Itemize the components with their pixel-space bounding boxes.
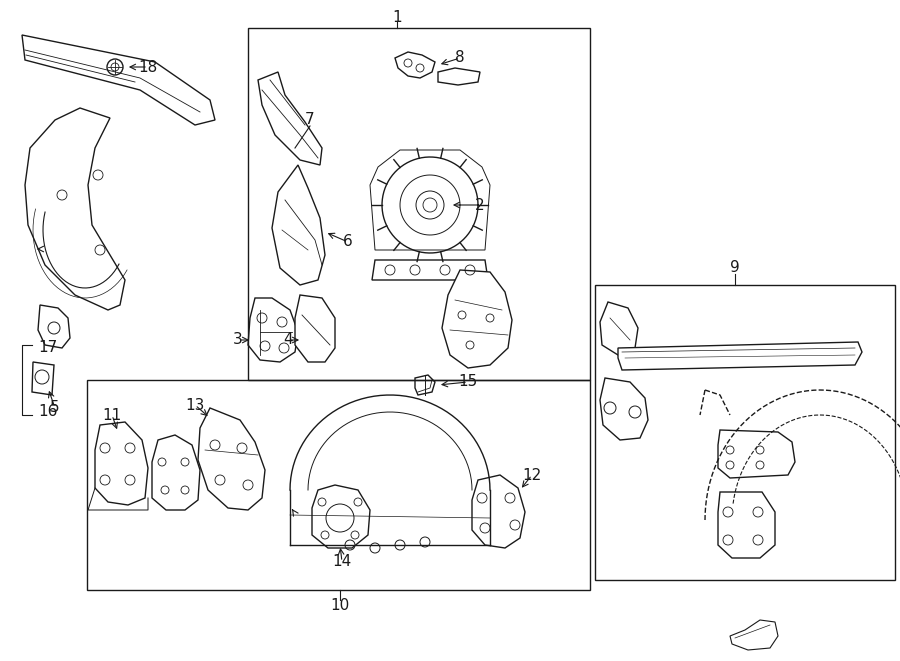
Polygon shape xyxy=(248,298,298,362)
Polygon shape xyxy=(312,485,370,548)
Text: 16: 16 xyxy=(39,405,58,420)
Bar xyxy=(248,28,590,380)
Polygon shape xyxy=(22,35,215,125)
Bar xyxy=(595,285,895,580)
Polygon shape xyxy=(372,260,488,280)
Polygon shape xyxy=(395,52,435,78)
Text: 4: 4 xyxy=(284,332,292,348)
Polygon shape xyxy=(25,108,125,310)
Polygon shape xyxy=(95,422,148,505)
Polygon shape xyxy=(718,430,795,478)
Polygon shape xyxy=(730,620,778,650)
Polygon shape xyxy=(272,165,325,285)
Text: 8: 8 xyxy=(455,50,464,65)
Polygon shape xyxy=(600,378,648,440)
Text: 18: 18 xyxy=(139,59,158,75)
Text: 10: 10 xyxy=(330,598,349,613)
Text: 15: 15 xyxy=(458,375,478,389)
Text: 6: 6 xyxy=(343,235,353,249)
Text: 1: 1 xyxy=(392,11,401,26)
Polygon shape xyxy=(600,302,638,355)
Text: 14: 14 xyxy=(332,555,352,570)
Polygon shape xyxy=(295,295,335,362)
Text: 5: 5 xyxy=(50,401,59,416)
Text: 12: 12 xyxy=(522,467,542,483)
Polygon shape xyxy=(38,305,70,348)
Polygon shape xyxy=(370,150,490,250)
Text: 9: 9 xyxy=(730,260,740,276)
Polygon shape xyxy=(718,492,775,558)
Polygon shape xyxy=(442,270,512,368)
Polygon shape xyxy=(258,72,322,165)
Polygon shape xyxy=(438,68,480,85)
Polygon shape xyxy=(32,362,54,395)
Text: 13: 13 xyxy=(185,397,204,412)
Text: 3: 3 xyxy=(233,332,243,348)
Text: 11: 11 xyxy=(103,407,122,422)
Polygon shape xyxy=(472,475,525,548)
Polygon shape xyxy=(618,342,862,370)
Text: 17: 17 xyxy=(39,340,58,356)
Polygon shape xyxy=(198,408,265,510)
Polygon shape xyxy=(152,435,200,510)
Text: 2: 2 xyxy=(475,198,485,212)
Text: 7: 7 xyxy=(305,112,315,128)
Bar xyxy=(87,380,590,590)
Polygon shape xyxy=(415,375,435,395)
